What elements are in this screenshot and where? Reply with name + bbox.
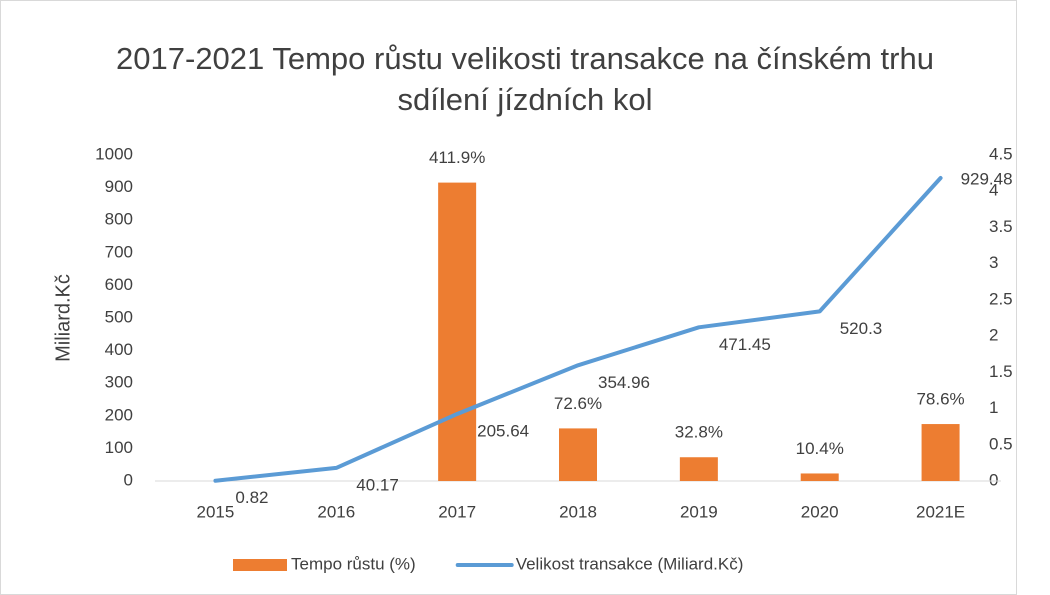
y-tick-label: 900 bbox=[105, 177, 133, 196]
y2-tick-label: 3.5 bbox=[989, 217, 1013, 236]
y-tick-label: 0 bbox=[124, 470, 133, 489]
data-label: 32.8% bbox=[675, 423, 723, 442]
data-label: 471.45 bbox=[719, 335, 771, 354]
y-tick-label: 600 bbox=[105, 275, 133, 294]
y2-tick-label: 3 bbox=[989, 253, 998, 272]
y2-tick-label: 1.5 bbox=[989, 362, 1013, 381]
data-label: 78.6% bbox=[916, 390, 964, 409]
data-label: 205.64 bbox=[477, 421, 529, 440]
x-tick-label: 2016 bbox=[317, 502, 355, 521]
x-tick-label: 2015 bbox=[197, 502, 235, 521]
x-tick-label: 2021E bbox=[916, 502, 965, 521]
data-label: 520.3 bbox=[840, 319, 883, 338]
y-tick-label: 1000 bbox=[95, 144, 133, 163]
x-tick-label: 2018 bbox=[559, 502, 597, 521]
bar bbox=[559, 428, 597, 481]
data-label: 411.9% bbox=[429, 148, 485, 167]
bar bbox=[800, 473, 839, 481]
data-label: 0.82 bbox=[235, 488, 268, 507]
legend-swatch bbox=[233, 559, 287, 571]
data-label: 40.17 bbox=[356, 475, 399, 494]
x-tick-label: 2017 bbox=[438, 502, 476, 521]
y2-tick-label: 1 bbox=[989, 398, 998, 417]
bar bbox=[921, 424, 960, 481]
y2-tick-label: 4 bbox=[989, 181, 998, 200]
y-tick-label: 700 bbox=[105, 242, 133, 261]
data-label: 929.48 bbox=[961, 169, 1013, 188]
x-tick-label: 2019 bbox=[680, 502, 718, 521]
y-tick-label: 200 bbox=[105, 405, 133, 424]
y2-tick-label: 0.5 bbox=[989, 434, 1013, 453]
data-label: 10.4% bbox=[796, 439, 844, 458]
data-label: 354.96 bbox=[598, 373, 650, 392]
legend-label: Tempo růstu (%) bbox=[291, 554, 416, 573]
y-tick-label: 500 bbox=[105, 307, 133, 326]
x-tick-label: 2020 bbox=[801, 502, 839, 521]
data-label: 72.6% bbox=[554, 394, 602, 413]
y-tick-label: 800 bbox=[105, 210, 133, 229]
y2-tick-label: 2.5 bbox=[989, 289, 1013, 308]
y-tick-label: 300 bbox=[105, 373, 133, 392]
y2-tick-label: 4.5 bbox=[989, 144, 1013, 163]
legend-label: Velikost transakce (Miliard.Kč) bbox=[516, 554, 744, 573]
chart-title: 2017-2021 Tempo růstu velikosti transakc… bbox=[116, 41, 934, 117]
y-axis-label: Miliard.Kč bbox=[52, 274, 74, 362]
y2-tick-label: 0 bbox=[989, 470, 998, 489]
y-tick-label: 100 bbox=[105, 438, 133, 457]
y2-tick-label: 2 bbox=[989, 326, 998, 345]
bar bbox=[679, 457, 718, 481]
bar bbox=[438, 182, 477, 482]
y-tick-label: 400 bbox=[105, 340, 133, 359]
line bbox=[213, 175, 943, 483]
